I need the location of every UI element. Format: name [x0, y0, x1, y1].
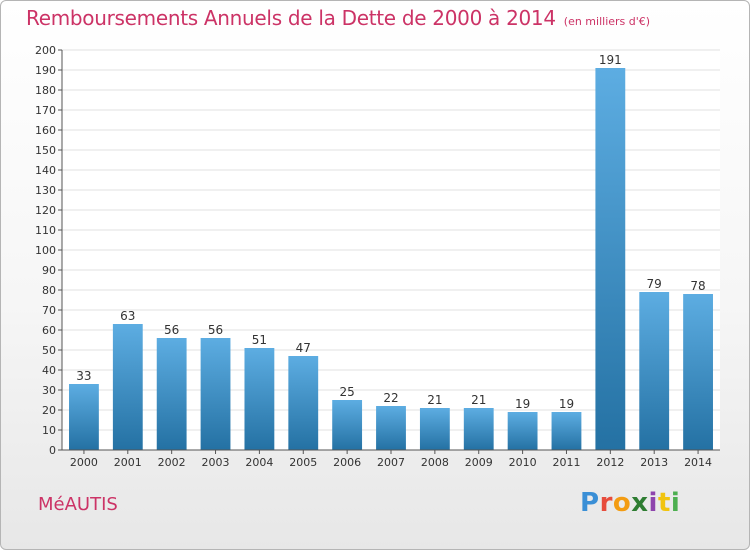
x-tick-label: 2006: [333, 456, 361, 469]
x-tick-label: 2008: [421, 456, 449, 469]
bar: [332, 400, 363, 450]
proxiti-logo: Proxiti: [580, 488, 680, 518]
logo-letter: o: [612, 488, 632, 518]
bar-value-label: 56: [208, 323, 223, 337]
bars: [69, 68, 713, 450]
x-tick-label: 2003: [202, 456, 230, 469]
y-tick-label: 0: [49, 444, 56, 457]
bar: [463, 408, 494, 450]
bar-value-label: 19: [559, 397, 574, 411]
chart-title-text: Remboursements Annuels de la Dette de 20…: [26, 6, 556, 30]
chart-unit: (en milliers d'€): [563, 15, 651, 28]
logo-letter: t: [657, 488, 671, 518]
x-tick-label: 2012: [596, 456, 624, 469]
y-tick-label: 70: [42, 304, 56, 317]
axes: [58, 49, 720, 454]
chart-title: Remboursements Annuels de la Dette de 20…: [26, 6, 650, 30]
y-tick-label: 110: [35, 224, 56, 237]
bar: [156, 338, 187, 450]
bar-value-label: 191: [599, 53, 622, 67]
y-tick-label: 150: [35, 144, 56, 157]
logo-letter: x: [631, 488, 649, 518]
logo-letter: P: [580, 488, 600, 518]
commune-name: MéAUTIS: [38, 494, 118, 515]
x-tick-label: 2009: [465, 456, 493, 469]
bar-value-label: 78: [690, 279, 705, 293]
bar: [551, 412, 582, 450]
y-tick-label: 200: [35, 44, 56, 57]
y-tick-label: 60: [42, 324, 56, 337]
y-tick-label: 30: [42, 384, 56, 397]
bar: [112, 324, 143, 450]
y-tick-label: 130: [35, 184, 56, 197]
y-tick-label: 50: [42, 344, 56, 357]
y-tick-label: 10: [42, 424, 56, 437]
bar: [595, 68, 626, 450]
bar-value-label: 47: [296, 341, 311, 355]
bar-value-label: 25: [339, 385, 354, 399]
logo-letter: i: [648, 488, 658, 518]
bar: [244, 348, 275, 450]
logo-letter: r: [599, 488, 613, 518]
bar-value-label: 79: [647, 277, 662, 291]
x-tick-label: 2011: [552, 456, 580, 469]
y-tick-label: 80: [42, 284, 56, 297]
x-tick-label: 2010: [509, 456, 537, 469]
y-tick-label: 180: [35, 84, 56, 97]
x-tick-label: 2004: [245, 456, 273, 469]
y-tick-label: 160: [35, 124, 56, 137]
bar: [507, 412, 538, 450]
bar: [376, 406, 406, 450]
bar: [69, 384, 99, 450]
y-tick-label: 40: [42, 364, 56, 377]
x-tick-label: 2000: [70, 456, 98, 469]
bar: [683, 294, 713, 450]
y-tick-label: 170: [35, 104, 56, 117]
x-tick-label: 2007: [377, 456, 405, 469]
bar: [288, 356, 319, 450]
bar: [419, 408, 450, 450]
bar-value-label: 56: [164, 323, 179, 337]
bar-value-label: 63: [120, 309, 135, 323]
logo-letter: i: [670, 488, 681, 518]
x-tick-label: 2013: [640, 456, 668, 469]
y-tick-label: 100: [35, 244, 56, 257]
bar-value-label: 21: [427, 393, 442, 407]
y-tick-label: 20: [42, 404, 56, 417]
y-tick-label: 190: [35, 64, 56, 77]
x-tick-label: 2002: [158, 456, 186, 469]
bar: [639, 292, 670, 450]
x-tick-label: 2005: [289, 456, 317, 469]
y-tick-label: 140: [35, 164, 56, 177]
labels: 0 10 20 30 40 50 60 70 80 90 100 110 120 130 140 150 160…: [35, 44, 712, 469]
bar-value-label: 21: [471, 393, 486, 407]
bar: [200, 338, 231, 450]
bar-value-label: 33: [76, 369, 91, 383]
y-tick-label: 90: [42, 264, 56, 277]
bar-value-label: 51: [252, 333, 267, 347]
x-tick-label: 2001: [114, 456, 142, 469]
bar-value-label: 22: [383, 391, 398, 405]
x-tick-label: 2014: [684, 456, 712, 469]
y-tick-label: 120: [35, 204, 56, 217]
bar-value-label: 19: [515, 397, 530, 411]
